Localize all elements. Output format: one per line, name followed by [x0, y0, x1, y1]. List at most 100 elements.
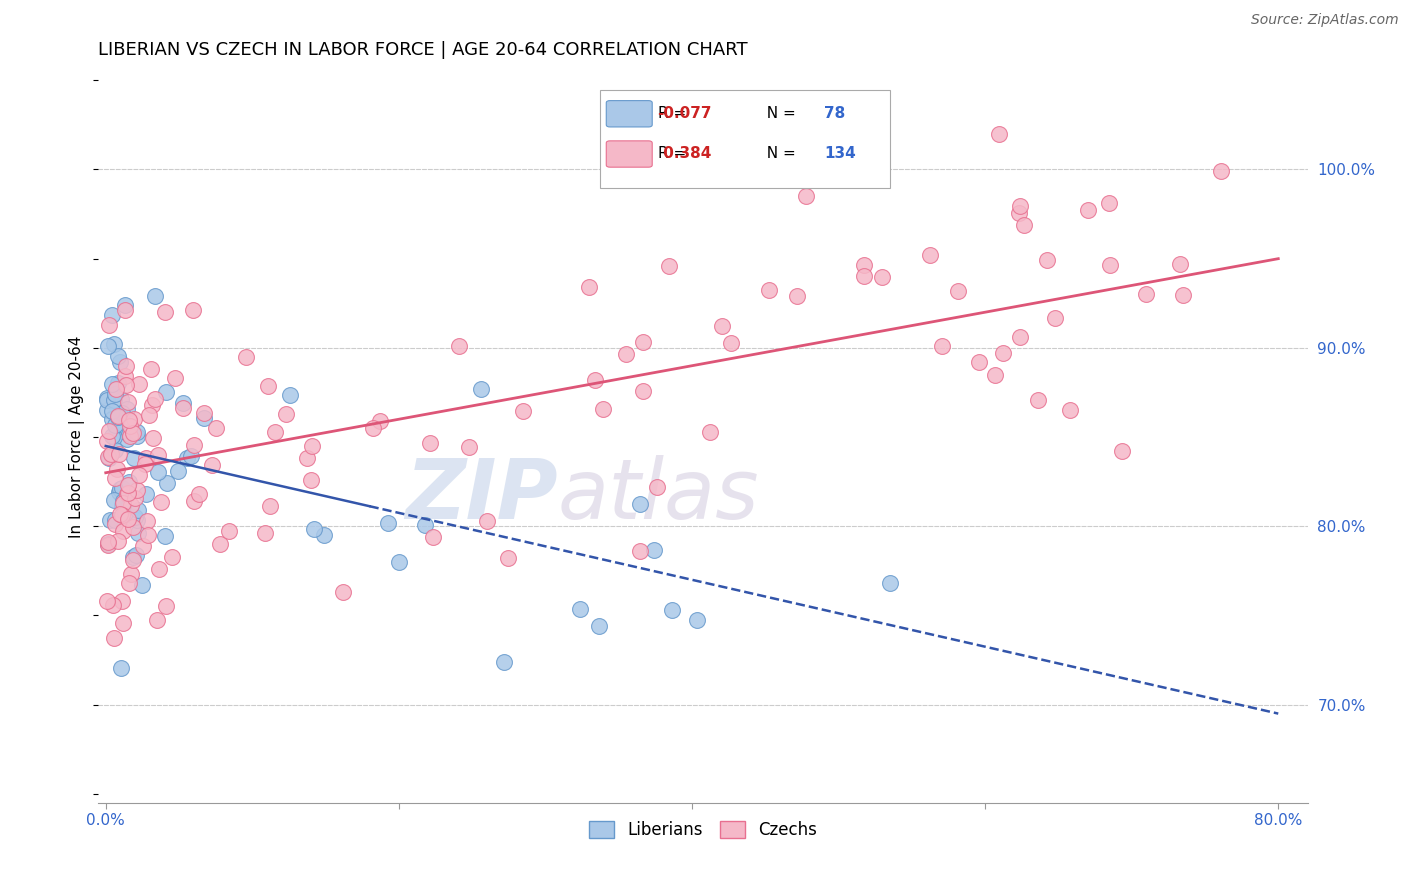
Point: [150, 495, 173, 509]
Point: [125, 425, 148, 439]
Point: [117, 507, 139, 521]
Point: [155, 599, 177, 613]
Point: [111, 424, 134, 438]
Point: [176, 450, 198, 465]
Point: [120, 498, 142, 512]
Point: [312, 527, 335, 541]
Point: [103, 492, 125, 507]
Point: [111, 482, 134, 496]
Point: [107, 409, 129, 424]
Point: [138, 408, 160, 422]
Point: [101, 308, 124, 322]
Point: [419, 436, 441, 450]
Point: [127, 503, 149, 517]
Point: [1012, 218, 1035, 232]
Point: [470, 382, 492, 396]
Point: [125, 429, 148, 443]
Point: [117, 478, 139, 492]
Point: [1036, 253, 1059, 268]
Point: [112, 496, 135, 510]
Point: [101, 598, 124, 612]
Point: [614, 347, 637, 361]
Point: [1077, 203, 1099, 218]
FancyBboxPatch shape: [606, 141, 652, 167]
Point: [1098, 258, 1121, 272]
Point: [115, 488, 138, 502]
Point: [120, 429, 142, 443]
Point: [97, 318, 120, 333]
Point: [163, 371, 186, 385]
Point: [111, 524, 134, 538]
Point: [135, 487, 157, 501]
Point: [98, 425, 121, 439]
Point: [122, 553, 145, 567]
Point: [104, 409, 127, 423]
Point: [201, 458, 224, 472]
Legend: Liberians, Czechs: Liberians, Czechs: [582, 814, 824, 846]
Point: [111, 616, 134, 631]
Point: [96, 434, 118, 449]
Point: [631, 384, 654, 399]
Point: [496, 551, 519, 566]
Point: [449, 338, 471, 352]
Point: [302, 523, 325, 537]
Point: [118, 419, 141, 434]
Point: [118, 475, 141, 490]
Point: [332, 585, 354, 599]
Point: [299, 473, 322, 487]
Point: [103, 336, 125, 351]
Point: [96, 403, 118, 417]
Text: R =: R =: [658, 105, 692, 120]
Point: [172, 401, 194, 415]
Point: [1026, 392, 1049, 407]
Point: [569, 602, 592, 616]
Point: [121, 425, 143, 440]
Point: [96, 393, 118, 408]
Point: [96, 593, 118, 607]
Point: [125, 513, 148, 527]
Point: [512, 404, 534, 418]
Point: [115, 486, 138, 500]
Point: [107, 349, 129, 363]
Text: N =: N =: [758, 105, 801, 120]
Point: [148, 562, 170, 576]
Point: [987, 127, 1010, 141]
Point: [108, 482, 131, 496]
Point: [918, 248, 941, 262]
Point: [111, 508, 134, 523]
Point: [103, 442, 125, 457]
Point: [786, 288, 808, 302]
Point: [257, 379, 280, 393]
Point: [100, 447, 122, 461]
Point: [1045, 311, 1067, 326]
Point: [155, 305, 177, 319]
Point: [97, 538, 120, 552]
Point: [101, 429, 124, 443]
Point: [143, 392, 166, 406]
Point: [125, 483, 148, 498]
Point: [1111, 443, 1133, 458]
Point: [181, 303, 204, 318]
Point: [658, 259, 681, 273]
Point: [131, 539, 153, 553]
Point: [115, 378, 138, 392]
Point: [117, 401, 139, 416]
Point: [108, 355, 131, 369]
Point: [97, 450, 120, 464]
Point: [98, 451, 121, 466]
Point: [97, 536, 120, 550]
Point: [193, 406, 215, 420]
Point: [643, 543, 665, 558]
Point: [167, 464, 190, 478]
Point: [631, 334, 654, 349]
Point: [720, 336, 742, 351]
Point: [111, 498, 134, 512]
Point: [162, 549, 184, 564]
Point: [155, 385, 177, 400]
Point: [361, 421, 384, 435]
Point: [108, 447, 131, 461]
Point: [111, 406, 134, 420]
Point: [295, 451, 318, 466]
Point: [103, 632, 125, 646]
Point: [301, 439, 323, 453]
